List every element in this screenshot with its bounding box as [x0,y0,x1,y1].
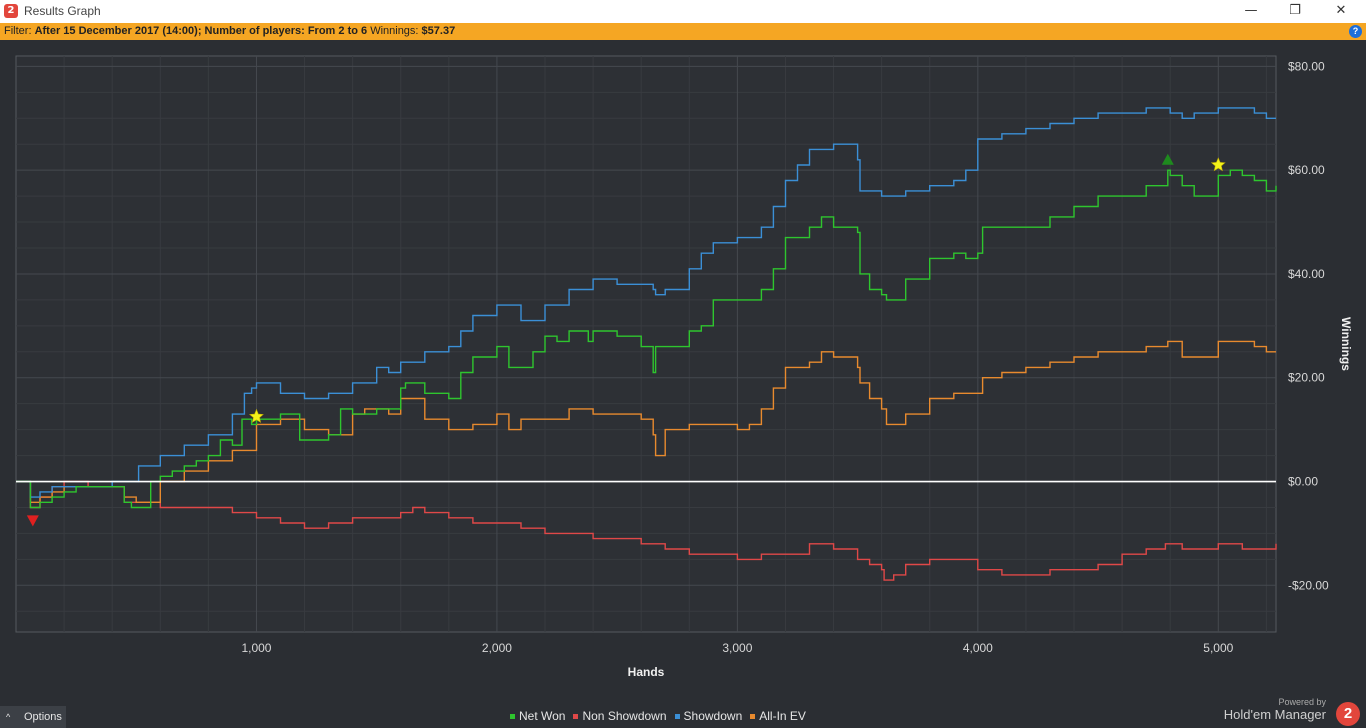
y-tick-label: $60.00 [1288,163,1325,177]
min-marker-triangle [26,515,39,527]
options-label: Options [24,711,62,723]
legend-label: Showdown [683,709,743,723]
app-logo-icon: 2 [4,4,18,18]
x-tick-label: 5,000 [1203,641,1233,655]
results-chart: 1,000 2,000 3,000 4,000 5,000 -$20.00 $0.00 $20… [0,40,1366,700]
star-marker [249,408,264,423]
winnings-label: Winnings: [370,25,419,37]
restore-button[interactable]: ❐ [1289,3,1301,18]
brand-name: Hold'em Manager [1223,707,1326,722]
max-marker-triangle [1161,153,1174,165]
close-button[interactable]: ✕ [1335,3,1347,18]
winnings-value: $57.37 [421,25,456,37]
y-tick-label: $0.00 [1288,475,1318,489]
y-tick-label: $20.00 [1288,371,1325,385]
y-axis-title: Winnings [1339,317,1353,371]
x-tick-label: 1,000 [241,641,271,655]
y-tick-label: $40.00 [1288,267,1325,281]
legend-label: Non Showdown [582,709,667,723]
legend-item-all-in-ev[interactable]: All-In EV [750,709,806,723]
legend-label: Net Won [519,709,566,723]
series-line-showdown [16,107,1276,498]
filter-bar: Filter: After 15 December 2017 (14:00); … [0,23,1366,40]
legend-item-showdown[interactable]: Showdown [674,709,743,723]
powered-by: Powered by Hold'em Manager [1224,697,1326,722]
legend-swatch [573,714,579,720]
series-line-non-showdown [16,480,1277,581]
star-marker [1210,157,1226,172]
window-title: Results Graph [24,4,101,18]
minimize-button[interactable]: — [1244,3,1258,18]
legend-swatch [750,714,756,720]
chevron-up-icon: ^ [6,712,11,722]
brand-logo-icon: 2 [1336,702,1360,726]
title-bar: 2 Results Graph — ❐ ✕ [0,0,1366,23]
options-button[interactable]: ^ Options [0,706,66,728]
legend-item-non-showdown[interactable]: Non Showdown [573,709,667,723]
x-axis-title: Hands [628,665,665,679]
legend-swatch [674,714,680,720]
x-tick-label: 4,000 [963,641,993,655]
legend-label: All-In EV [759,709,806,723]
help-icon[interactable]: ? [1349,25,1362,38]
filter-criteria: After 15 December 2017 (14:00); Number o… [34,25,368,37]
chart-legend: Net Won Non Showdown Showdown All-In EV [510,709,814,723]
y-tick-label: $80.00 [1288,59,1325,73]
bottom-bar: ^ Options Net Won Non Showdown Showdown All… [0,697,1366,728]
x-tick-label: 2,000 [482,641,512,655]
plot-area [15,55,1277,633]
powered-by-text: Powered by [1278,697,1326,707]
legend-swatch [510,714,515,720]
series-line-net-won [16,169,1277,509]
filter-label: Filter: [4,25,32,37]
series-line-all-in-ev [16,340,1276,503]
legend-item-net-won[interactable]: Net Won [510,709,565,723]
x-tick-label: 3,000 [722,641,752,655]
filter-description: Filter: After 15 December 2017 (14:00); … [4,25,455,37]
results-graph-svg: 1,000 2,000 3,000 4,000 5,000 -$20.00 $0.00 $20… [15,55,1353,679]
y-tick-label: -$20.00 [1288,578,1329,592]
